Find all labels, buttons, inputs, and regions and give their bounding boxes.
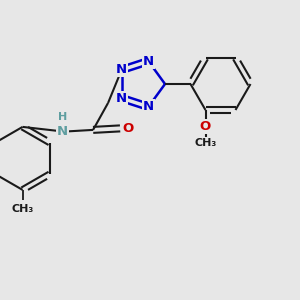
Text: O: O bbox=[200, 120, 211, 133]
Text: N: N bbox=[143, 100, 154, 113]
Text: H: H bbox=[58, 112, 67, 122]
Text: CH₃: CH₃ bbox=[194, 138, 217, 148]
Text: CH₃: CH₃ bbox=[11, 204, 34, 214]
Text: N: N bbox=[57, 125, 68, 138]
Text: N: N bbox=[116, 63, 127, 76]
Text: O: O bbox=[122, 122, 133, 135]
Text: N: N bbox=[143, 55, 154, 68]
Text: N: N bbox=[116, 92, 127, 105]
